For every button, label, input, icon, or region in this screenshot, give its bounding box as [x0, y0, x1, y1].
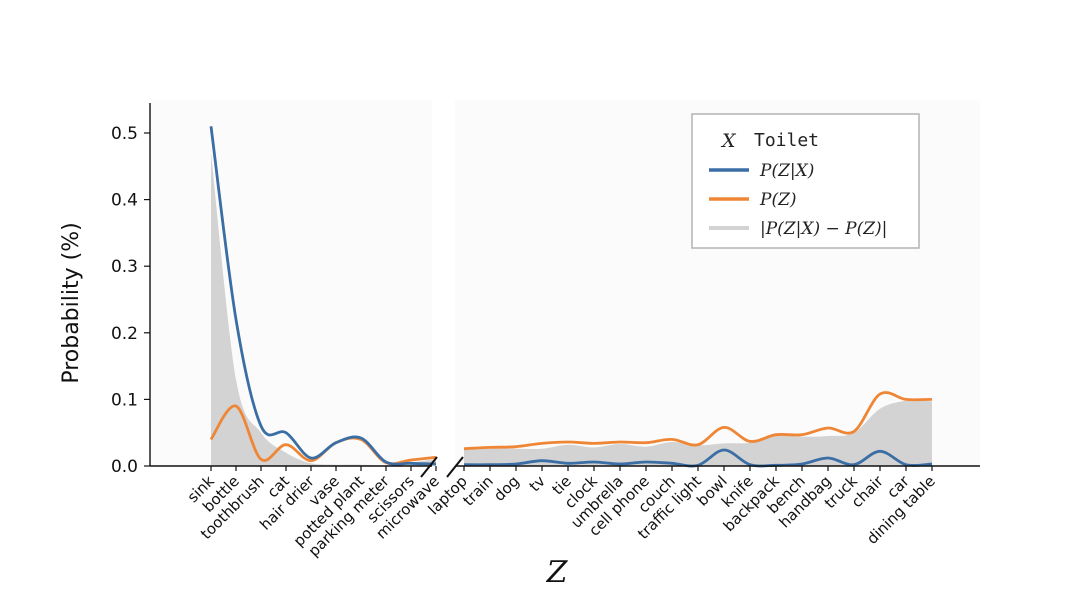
- difference-area-segment-1: [464, 400, 932, 466]
- y-tick-label: 0.0: [111, 457, 138, 477]
- y-tick-label: 0.1: [111, 390, 138, 410]
- legend-title-value: Toilet: [754, 130, 819, 151]
- legend-label-marginal: P(Z): [759, 190, 797, 210]
- legend-title-variable: X: [720, 130, 737, 152]
- x-tick-label: tv: [526, 472, 549, 495]
- legend: X Toilet P(Z|X) P(Z) |P(Z|X) − P(Z)|: [691, 113, 920, 249]
- y-tick-label: 0.5: [111, 124, 138, 144]
- axis-break-mark-right: [446, 456, 464, 478]
- y-tick-label: 0.2: [111, 324, 138, 344]
- y-axis-title: Probability (%): [59, 222, 84, 383]
- legend-box: [691, 113, 920, 249]
- y-tick-label: 0.3: [111, 257, 138, 277]
- panel-background-0: [150, 100, 432, 466]
- difference-area-segment-0: [211, 152, 436, 467]
- legend-label-difference: |P(Z|X) − P(Z)|: [760, 219, 887, 239]
- conditional-line-segment-0: [209, 126, 437, 466]
- x-tick-label: chair: [848, 472, 888, 512]
- legend-label-conditional: P(Z|X): [759, 161, 814, 181]
- x-tick-label: dog: [490, 472, 523, 505]
- y-tick-label: 0.4: [111, 191, 138, 211]
- axis-break-mark-left: [420, 456, 438, 478]
- x-axis-title: Z: [546, 555, 569, 590]
- marginal-line-segment-1: [463, 391, 933, 451]
